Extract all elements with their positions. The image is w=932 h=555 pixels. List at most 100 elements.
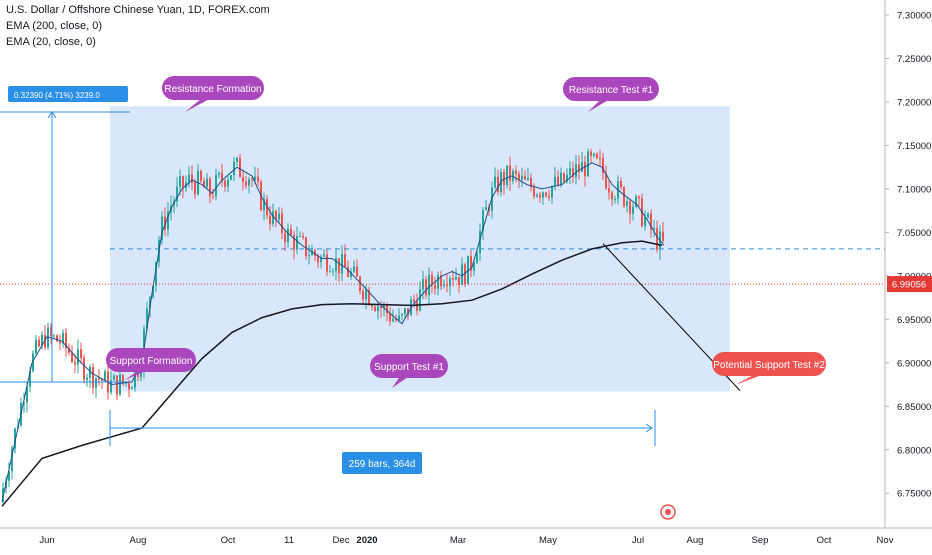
candle-body xyxy=(71,352,73,362)
y-tick-label: 7.25000 xyxy=(897,54,931,65)
candle-body xyxy=(80,349,82,358)
candle-body xyxy=(611,192,613,200)
earnings-event-icon xyxy=(660,504,676,520)
last-price-label: 6.99056 xyxy=(892,280,926,291)
candle-body xyxy=(74,361,76,365)
candle-body xyxy=(413,299,415,302)
candle-body xyxy=(644,217,646,227)
candle-body xyxy=(242,177,244,182)
callout-4: Potential Support Test #2 xyxy=(712,352,826,385)
candle-body xyxy=(101,379,103,381)
candle-body xyxy=(614,198,616,200)
candle-body xyxy=(89,367,91,378)
candle-body xyxy=(233,161,235,176)
candle-body xyxy=(626,201,628,207)
symbol-title[interactable]: U.S. Dollar / Offshore Chinese Yuan, 1D,… xyxy=(6,4,270,16)
candle-body xyxy=(188,174,190,183)
candle-body xyxy=(653,228,655,230)
candle-body xyxy=(497,176,499,193)
candle-body xyxy=(293,234,295,250)
y-tick-label: 6.75000 xyxy=(897,489,931,500)
candle-body xyxy=(155,261,157,286)
candle-body xyxy=(374,306,376,311)
candle-body xyxy=(131,387,133,390)
candle-body xyxy=(419,289,421,311)
candle-body xyxy=(647,213,649,218)
x-axis: Jun Aug Oct 11 Dec 2020 Mar May Jul Aug Sep Oct Nov xyxy=(39,535,893,546)
y-tick-label: 6.80000 xyxy=(897,445,931,456)
callout-3: Support Test #1 xyxy=(370,354,448,388)
candle-body xyxy=(428,274,430,296)
candle-body xyxy=(257,176,259,182)
candle-body xyxy=(383,305,385,309)
candle-body xyxy=(569,168,571,175)
candle-body xyxy=(62,332,64,344)
y-tick-label: 7.20000 xyxy=(897,97,931,108)
candle-body xyxy=(335,258,337,272)
x-tick-label: Mar xyxy=(450,535,466,546)
candle-body xyxy=(50,327,52,336)
candle-body xyxy=(26,386,28,403)
candle-body xyxy=(377,306,379,311)
candle-body xyxy=(371,305,373,307)
candle-body xyxy=(512,170,514,181)
candle-body xyxy=(221,172,223,181)
candle-body xyxy=(407,308,409,316)
candle-body xyxy=(455,276,457,280)
candle-body xyxy=(593,153,595,156)
candle-body xyxy=(167,211,169,230)
x-tick-label: Nov xyxy=(877,535,894,546)
candle-body xyxy=(638,196,640,199)
candle-body xyxy=(149,296,151,309)
y-tick-label: 7.05000 xyxy=(897,228,931,239)
candle-body xyxy=(404,308,406,315)
candle-body xyxy=(599,158,601,160)
candle-body xyxy=(440,275,442,287)
candle-body xyxy=(392,318,394,322)
candle-body xyxy=(95,378,97,388)
candle-body xyxy=(395,318,397,321)
candle-body xyxy=(23,402,25,404)
candle-body xyxy=(458,276,460,285)
callout-label: Resistance Formation xyxy=(164,84,261,95)
candle-body xyxy=(398,315,400,321)
candle-body xyxy=(314,250,316,257)
candle-body xyxy=(341,253,343,274)
candle-body xyxy=(575,164,577,178)
candle-body xyxy=(278,213,280,220)
candle-body xyxy=(53,335,55,337)
ema200-legend[interactable]: EMA (200, close, 0) xyxy=(6,20,102,32)
candle-body xyxy=(578,164,580,172)
callout-bubble xyxy=(563,77,659,101)
y-tick-label: 7.10000 xyxy=(897,184,931,195)
candle-body xyxy=(632,206,634,214)
candle-body xyxy=(554,176,556,187)
candle-body xyxy=(362,291,364,300)
candle-body xyxy=(68,348,70,353)
candle-body xyxy=(35,339,37,354)
candle-body xyxy=(206,178,208,188)
candle-body xyxy=(521,176,523,180)
candle-body xyxy=(332,271,334,273)
candle-body xyxy=(59,341,61,344)
candle-body xyxy=(449,278,451,286)
candle-body xyxy=(485,207,487,211)
candle-body xyxy=(11,448,13,472)
candle-body xyxy=(119,374,121,395)
candle-body xyxy=(128,382,130,390)
candle-body xyxy=(506,165,508,186)
x-tick-label: 2020 xyxy=(356,535,377,546)
candle-body xyxy=(200,170,202,181)
candle-body xyxy=(290,228,292,235)
y-tick-label: 7.15000 xyxy=(897,141,931,152)
candle-body xyxy=(518,174,520,180)
x-tick-label: Oct xyxy=(817,535,832,546)
candle-body xyxy=(269,215,271,224)
ema20-legend[interactable]: EMA (20, close, 0) xyxy=(6,36,96,48)
candle-body xyxy=(251,179,253,181)
candle-body xyxy=(47,327,49,348)
candle-body xyxy=(623,187,625,207)
x-tick-label: Oct xyxy=(221,535,236,546)
